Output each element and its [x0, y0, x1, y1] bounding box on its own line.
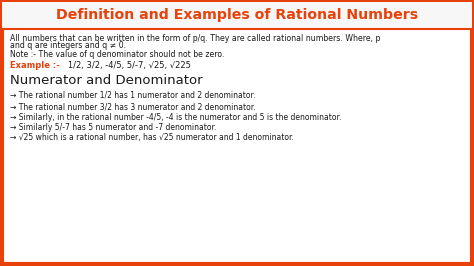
Text: Definition and Examples of Rational Numbers: Definition and Examples of Rational Numb…	[56, 9, 418, 23]
Text: Note :- The value of q denominator should not be zero.: Note :- The value of q denominator shoul…	[10, 50, 224, 59]
Text: 1/2, 3/2, -4/5, 5/-7, √25, √225: 1/2, 3/2, -4/5, 5/-7, √25, √225	[60, 61, 191, 70]
Text: → The rational number 1/2 has 1 numerator and 2 denominator.: → The rational number 1/2 has 1 numerato…	[10, 91, 255, 100]
Text: and q are integers and q ≠ 0.: and q are integers and q ≠ 0.	[10, 41, 126, 50]
Text: → Similarly, in the rational number -4/5, -4 is the numerator and 5 is the denom: → Similarly, in the rational number -4/5…	[10, 113, 341, 122]
Bar	[2, 2, 472, 29]
Text: Example :-: Example :-	[10, 61, 60, 70]
Text: All numbers that can be written in the form of p/q. They are called rational num: All numbers that can be written in the f…	[10, 34, 380, 43]
Text: Numerator and Denominator: Numerator and Denominator	[10, 74, 202, 87]
Text: → The rational number 3/2 has 3 numerator and 2 denominator.: → The rational number 3/2 has 3 numerato…	[10, 102, 255, 111]
Text: → Similarly 5/-7 has 5 numerator and -7 denominator.: → Similarly 5/-7 has 5 numerator and -7 …	[10, 123, 216, 132]
Text: → √25 which is a rational number, has √25 numerator and 1 denominator.: → √25 which is a rational number, has √2…	[10, 133, 294, 142]
